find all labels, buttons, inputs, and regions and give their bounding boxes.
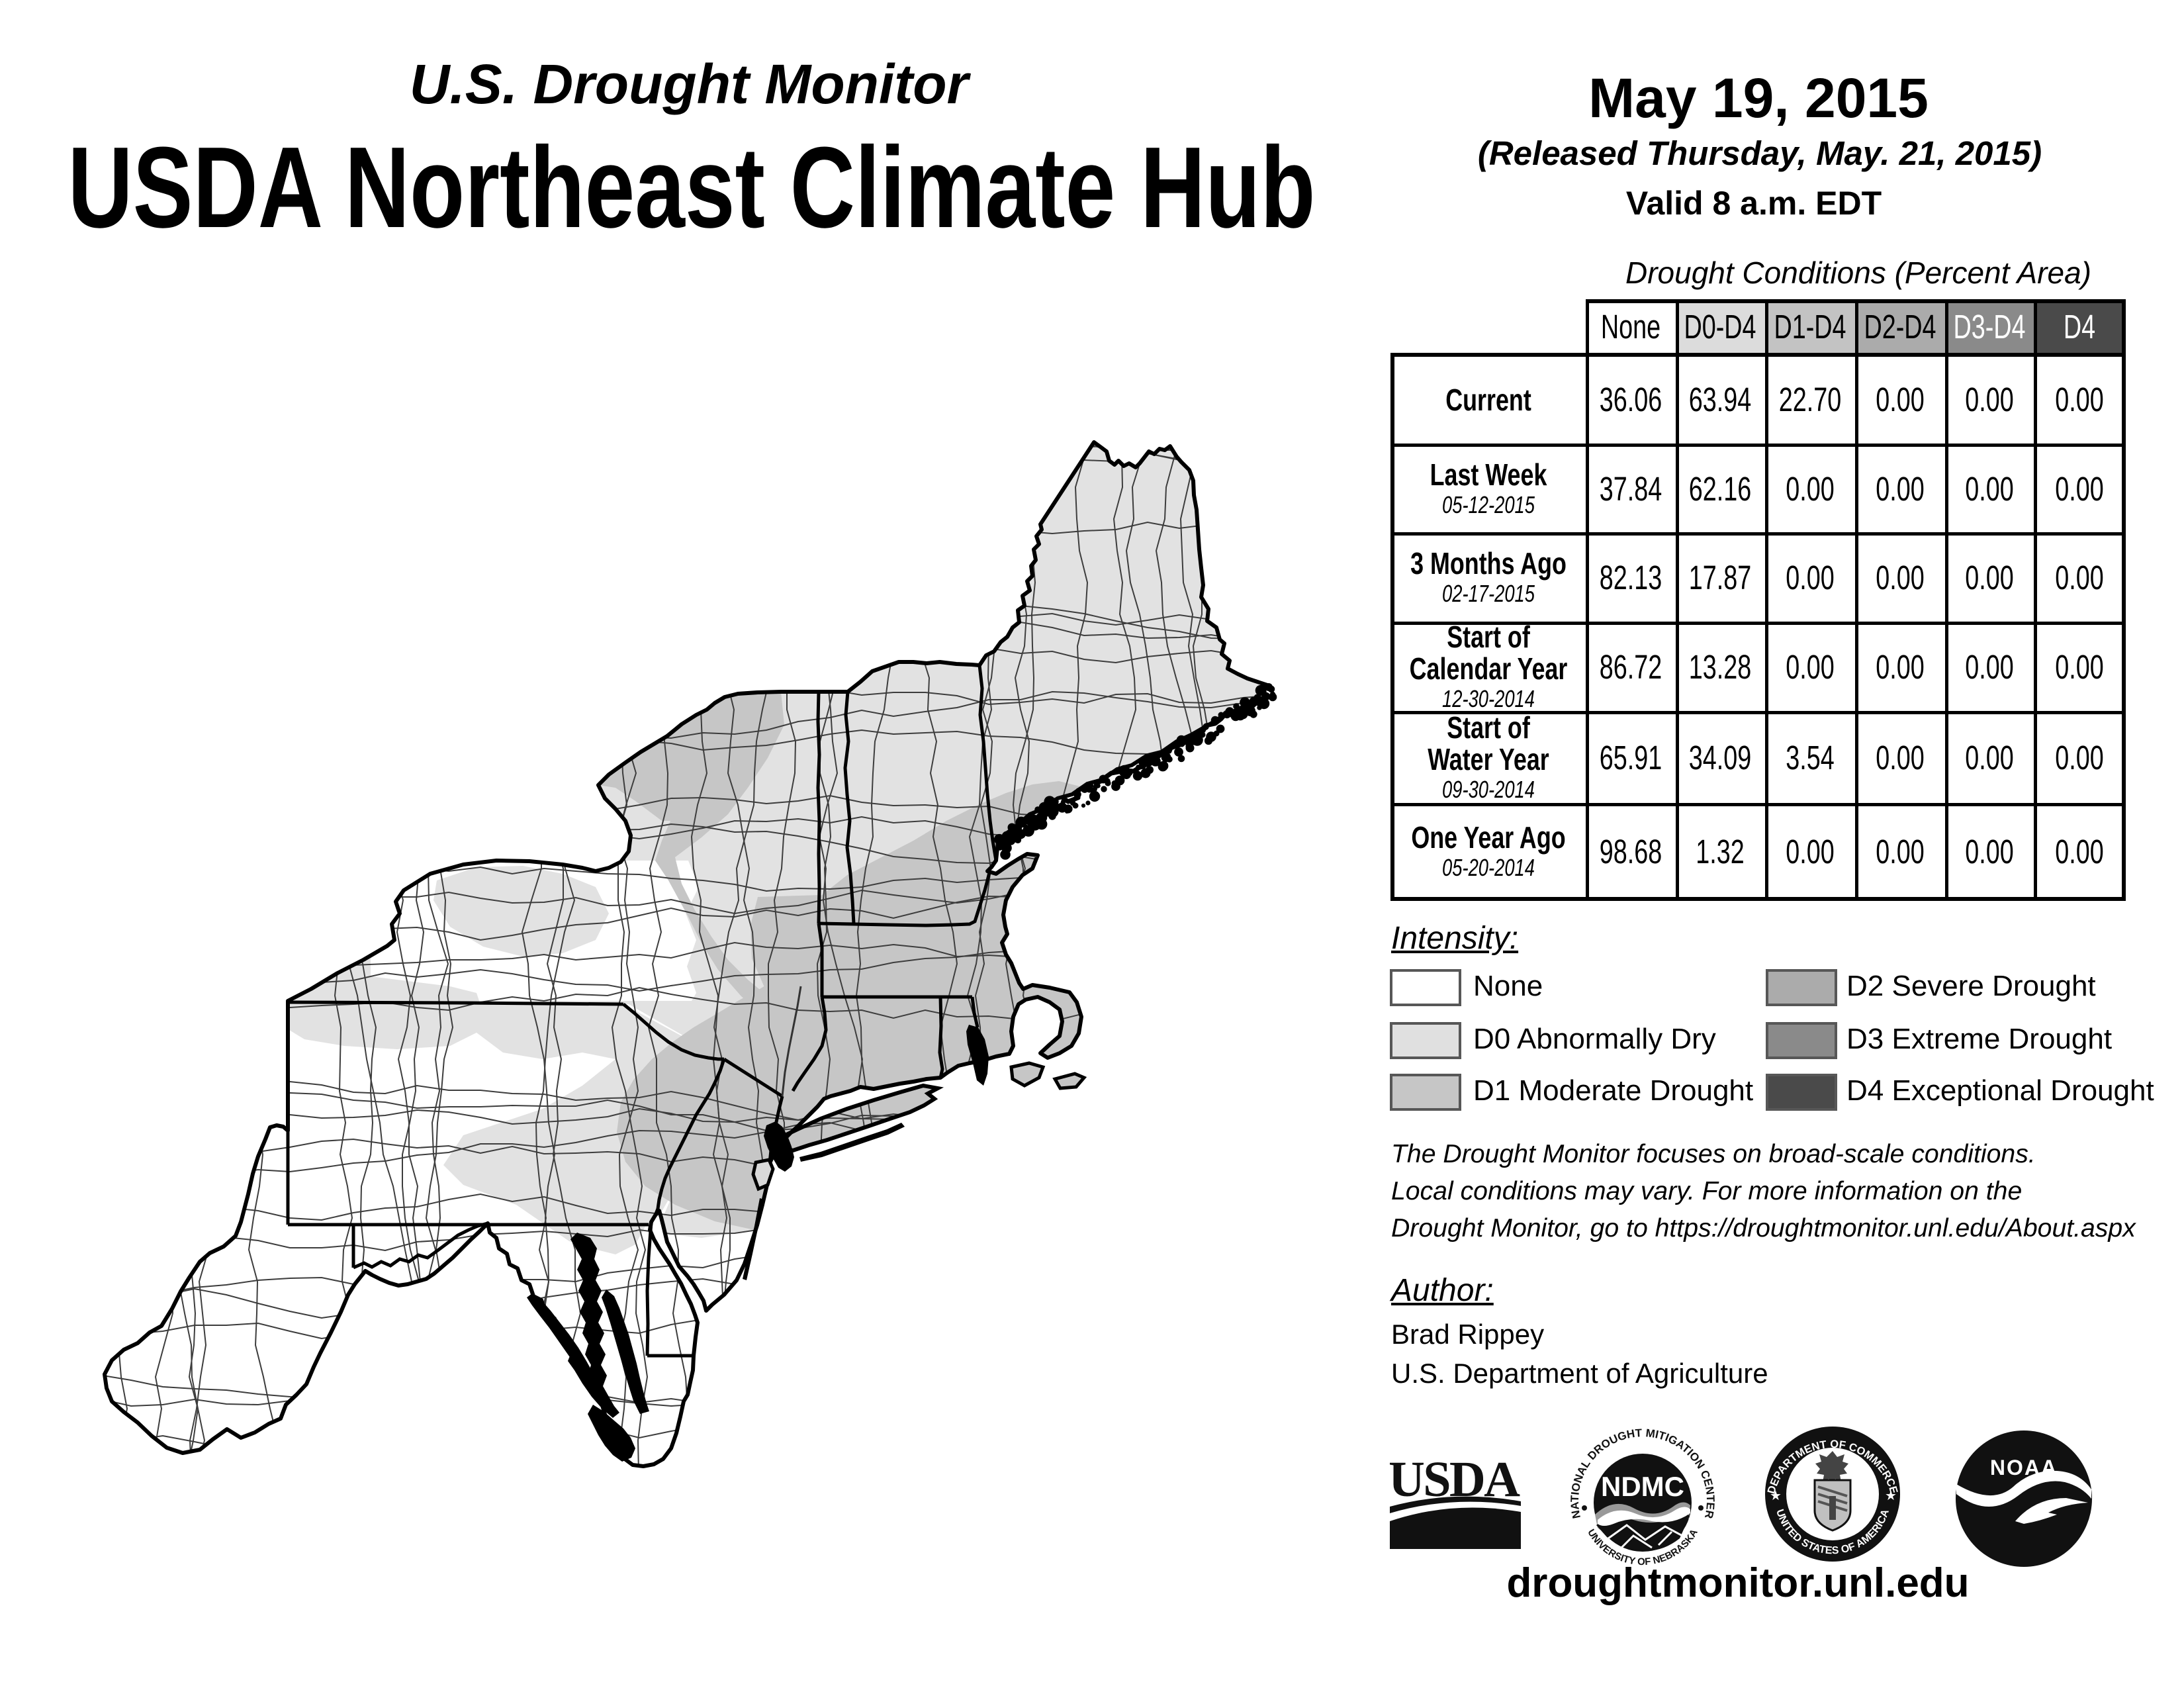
svg-text:★: ★ [1770, 1489, 1782, 1503]
svg-text:NDMC: NDMC [1601, 1471, 1684, 1502]
svg-text:★: ★ [1885, 1489, 1897, 1503]
svg-text:NOAA: NOAA [1990, 1456, 2058, 1479]
